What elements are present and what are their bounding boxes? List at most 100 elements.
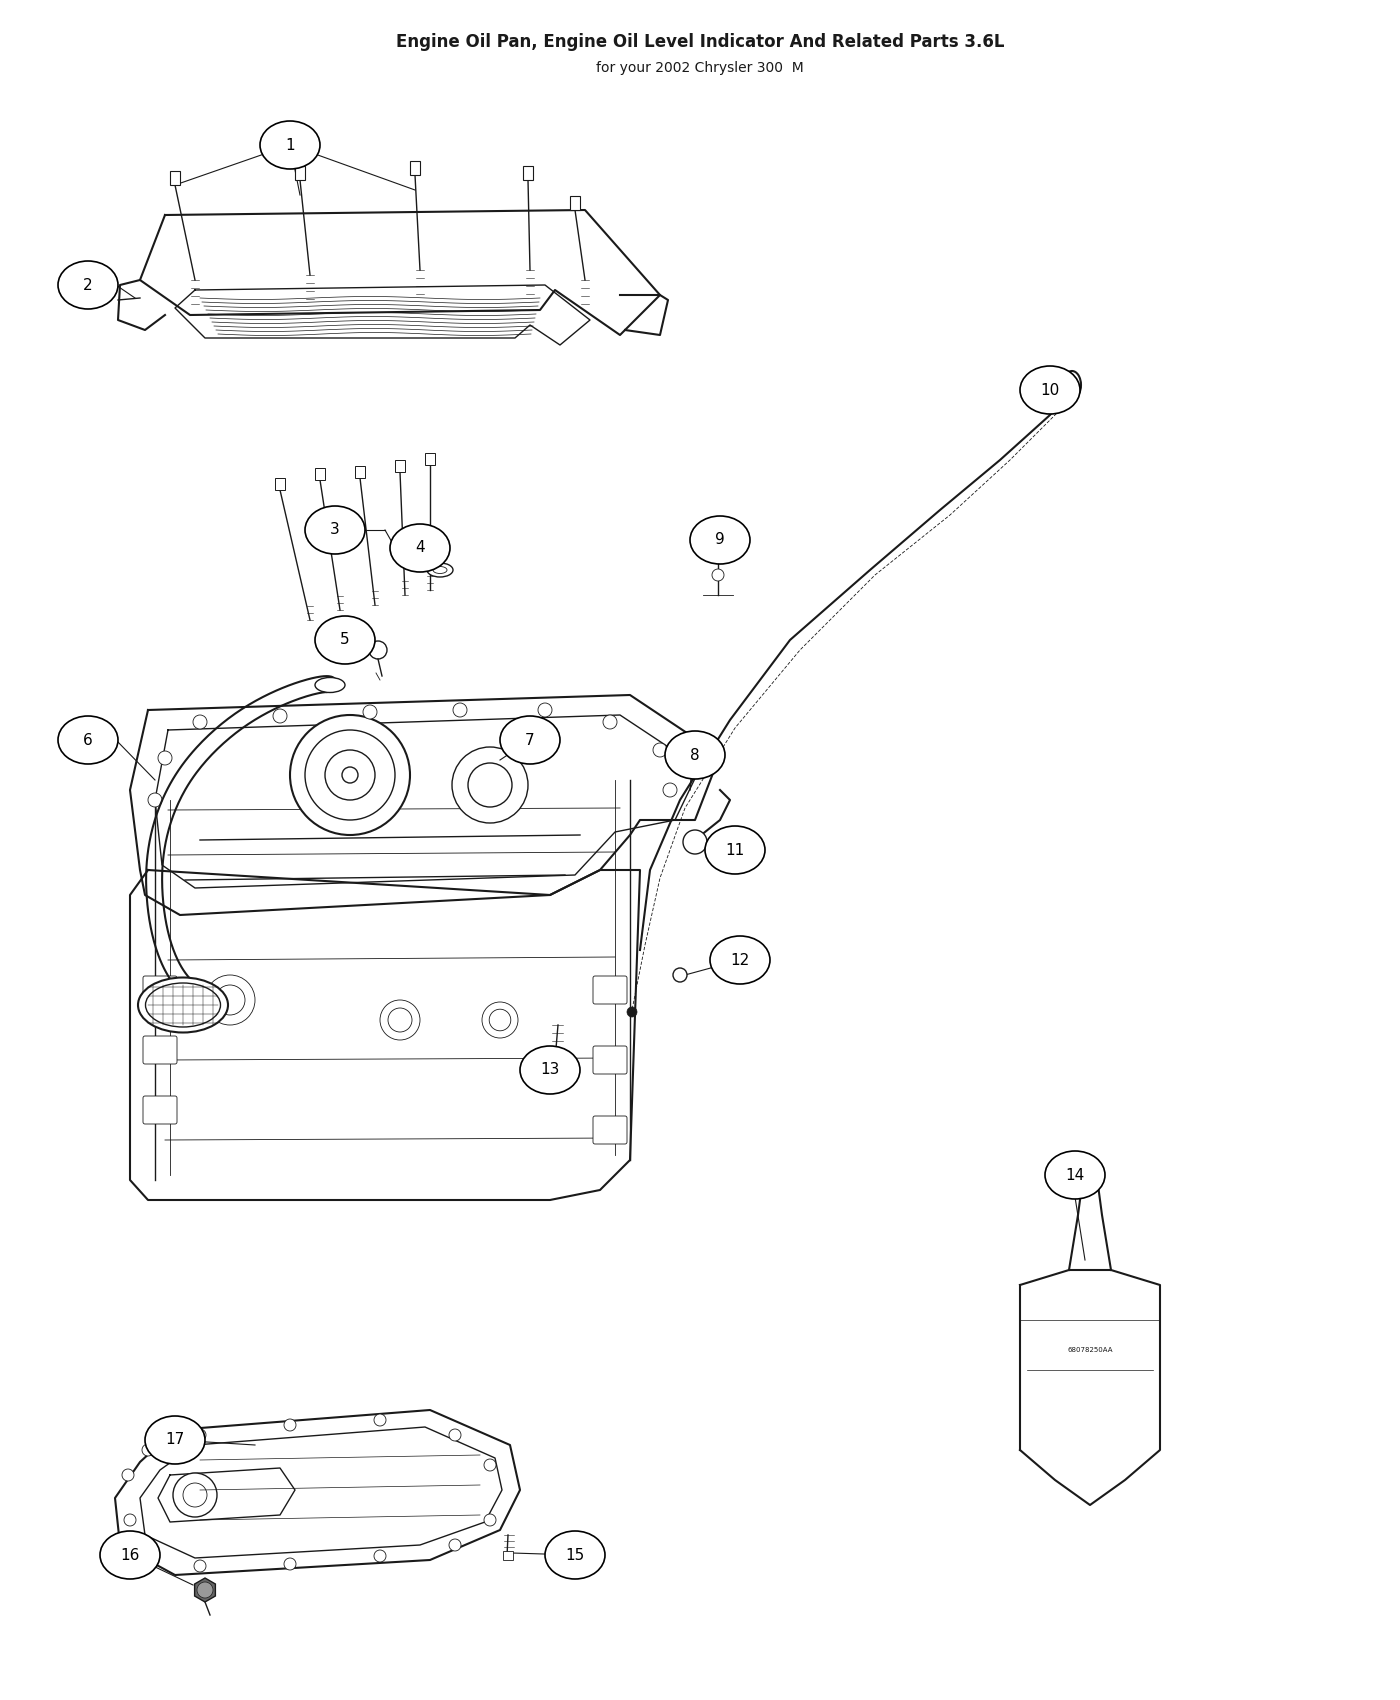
Circle shape [204,976,255,1025]
FancyBboxPatch shape [295,167,305,180]
Circle shape [193,716,207,729]
Text: 10: 10 [1040,382,1060,398]
Circle shape [342,767,358,784]
Circle shape [664,784,678,797]
Ellipse shape [57,716,118,763]
Circle shape [484,1515,496,1527]
Text: 4: 4 [416,541,424,556]
Text: 5: 5 [340,632,350,648]
Circle shape [195,1561,206,1573]
FancyBboxPatch shape [143,976,176,1005]
Ellipse shape [1067,376,1077,394]
Circle shape [603,716,617,729]
Circle shape [216,984,245,1015]
FancyBboxPatch shape [426,452,435,466]
Text: 3: 3 [330,522,340,537]
Ellipse shape [427,563,454,576]
Text: 12: 12 [731,952,749,967]
Ellipse shape [57,262,118,309]
Circle shape [683,830,707,853]
Circle shape [183,1482,207,1506]
Ellipse shape [315,615,375,665]
Text: 68078250AA: 68078250AA [1067,1346,1113,1353]
FancyBboxPatch shape [550,1056,561,1064]
Ellipse shape [710,937,770,984]
Circle shape [125,1515,136,1527]
Circle shape [538,704,552,717]
FancyBboxPatch shape [524,167,533,180]
Ellipse shape [545,1532,605,1579]
FancyBboxPatch shape [169,172,181,185]
Ellipse shape [519,1046,580,1095]
Text: 14: 14 [1065,1168,1085,1183]
Circle shape [122,1469,134,1481]
Circle shape [273,709,287,722]
Polygon shape [1021,1270,1161,1504]
FancyBboxPatch shape [594,1046,627,1074]
Circle shape [374,1414,386,1426]
Circle shape [713,570,724,581]
Polygon shape [130,870,640,1200]
Circle shape [454,704,468,717]
Ellipse shape [665,731,725,779]
Circle shape [174,1472,217,1516]
Circle shape [284,1557,295,1571]
FancyBboxPatch shape [143,1035,176,1064]
FancyBboxPatch shape [410,162,420,175]
Circle shape [452,746,528,823]
Ellipse shape [1044,1151,1105,1198]
Text: 2: 2 [83,277,92,292]
Circle shape [374,1550,386,1562]
Circle shape [141,1443,154,1455]
Ellipse shape [706,826,764,874]
FancyBboxPatch shape [356,466,365,478]
FancyBboxPatch shape [274,478,286,490]
Text: 13: 13 [540,1062,560,1078]
Circle shape [158,751,172,765]
Circle shape [652,743,666,756]
Ellipse shape [146,1416,204,1464]
Text: 16: 16 [120,1547,140,1562]
FancyBboxPatch shape [594,1115,627,1144]
Text: 17: 17 [165,1433,185,1447]
Circle shape [284,1420,295,1431]
FancyBboxPatch shape [143,1096,176,1124]
Ellipse shape [139,977,228,1032]
Circle shape [370,641,386,660]
FancyBboxPatch shape [315,468,325,479]
Circle shape [325,750,375,801]
Text: 11: 11 [725,843,745,857]
Circle shape [673,967,687,983]
Ellipse shape [1063,371,1081,400]
Polygon shape [115,1409,519,1574]
Circle shape [363,706,377,719]
Ellipse shape [500,716,560,763]
Circle shape [468,763,512,808]
Ellipse shape [315,678,344,692]
Text: 15: 15 [566,1547,585,1562]
Ellipse shape [305,507,365,554]
Text: 9: 9 [715,532,725,547]
Circle shape [484,1459,496,1470]
Polygon shape [130,695,720,915]
Circle shape [148,792,162,808]
Ellipse shape [690,517,750,564]
Circle shape [141,1542,154,1554]
Circle shape [195,1430,206,1442]
Circle shape [482,1001,518,1039]
Circle shape [489,1010,511,1030]
Circle shape [290,716,410,835]
Ellipse shape [260,121,321,168]
Circle shape [627,1006,637,1017]
Text: Engine Oil Pan, Engine Oil Level Indicator And Related Parts 3.6L: Engine Oil Pan, Engine Oil Level Indicat… [396,32,1004,51]
Polygon shape [1070,1185,1112,1270]
Ellipse shape [146,983,221,1027]
Ellipse shape [1021,366,1079,415]
Text: 1: 1 [286,138,295,153]
Ellipse shape [1081,1175,1099,1185]
Ellipse shape [99,1532,160,1579]
Text: 6: 6 [83,733,92,748]
FancyBboxPatch shape [503,1550,512,1561]
Circle shape [197,1583,213,1598]
Circle shape [305,729,395,819]
